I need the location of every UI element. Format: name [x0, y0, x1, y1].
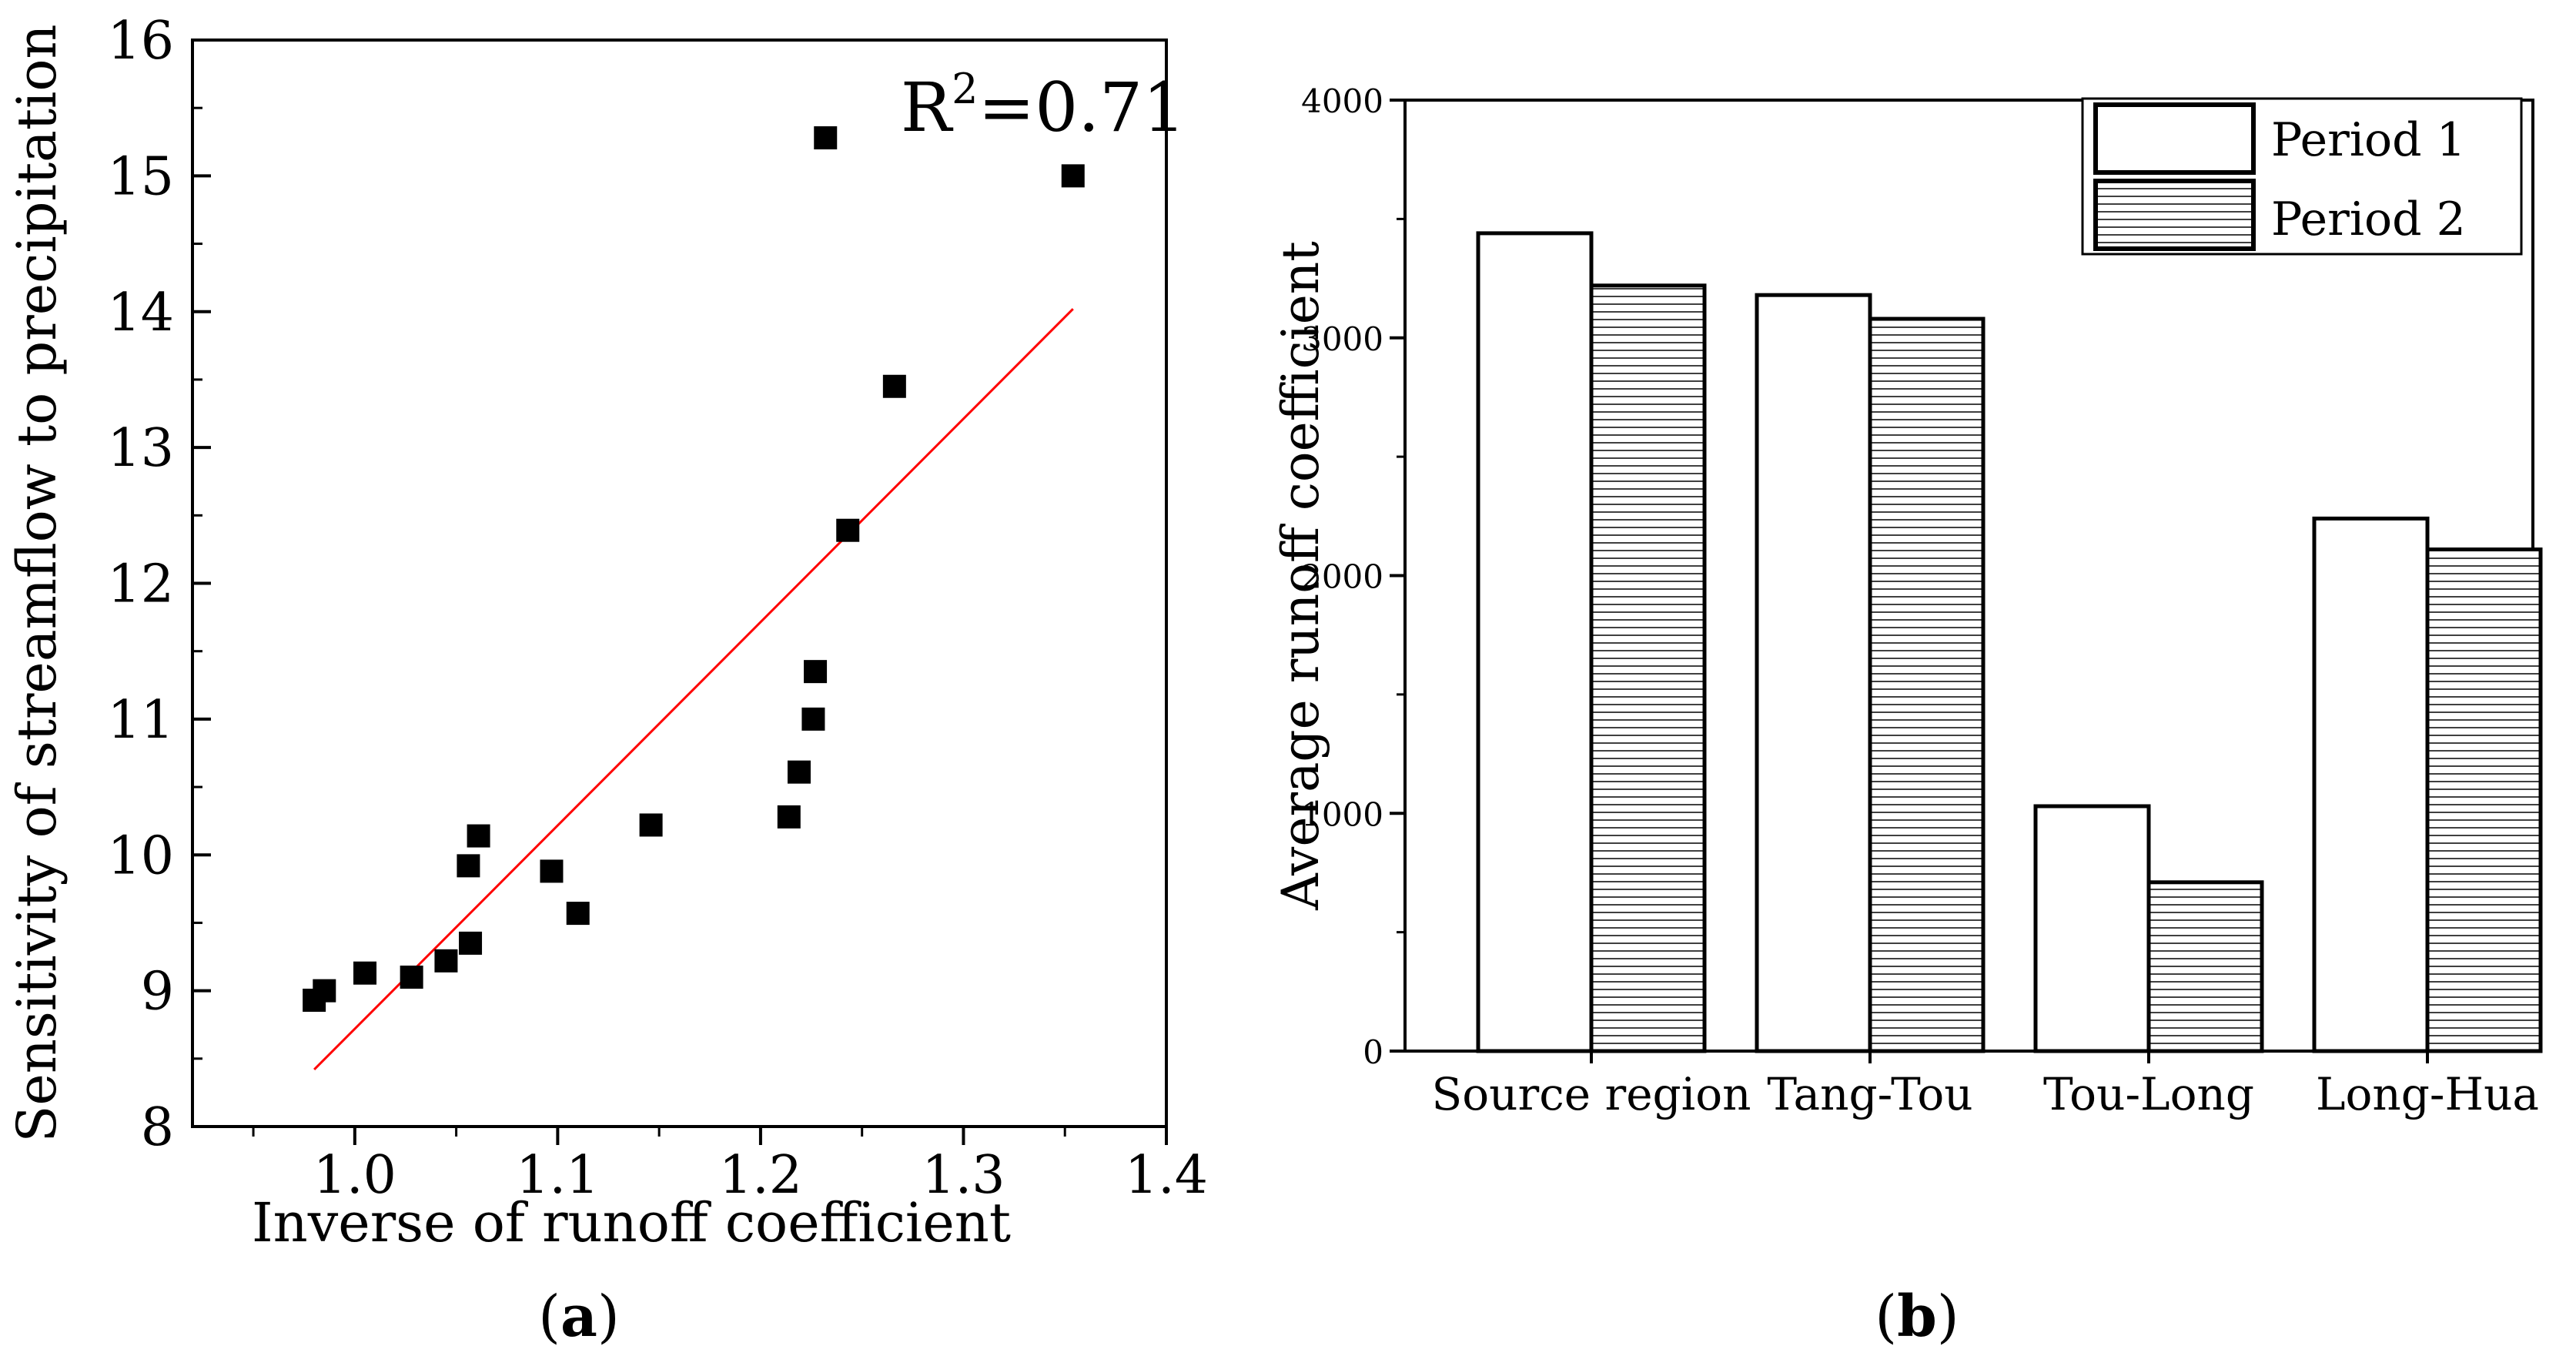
panel-a-y-axis-label: Sensitivity of streamflow to precipitati…	[5, 24, 69, 1142]
y-tick-label: 1000	[1301, 795, 1383, 833]
data-point	[801, 707, 825, 731]
y-tick-label: 10	[107, 825, 174, 886]
panel-a-x-ticks: 1.0 1.1 1.2 1.3 1.4	[252, 1127, 1208, 1206]
bar-period-2	[2146, 880, 2264, 1053]
data-point	[639, 813, 663, 837]
data-point	[353, 961, 377, 985]
data-point	[787, 760, 811, 784]
panel-b-bar-chart: 0 1000 2000 3000 4000 Source region Tang-Tou T…	[1271, 82, 2543, 1350]
panel-a-axes-frame	[191, 39, 1168, 1128]
data-point	[400, 965, 423, 989]
legend-swatch-period-2	[2093, 179, 2256, 251]
x-tick-label: Tou-Long	[2043, 1068, 2254, 1120]
y-tick-label: 9	[141, 962, 174, 1023]
y-tick-label: 13	[107, 418, 174, 479]
panel-a-y-ticks: 8 9 10 11 12 13 14 15 16	[107, 11, 211, 1158]
panel-b-legend: Period 1 Period 2	[2081, 97, 2523, 256]
panel-b-caption-letter: b	[1897, 1284, 1937, 1350]
data-point	[434, 949, 458, 973]
y-tick-label: 0	[1363, 1033, 1383, 1071]
x-tick-label: 1.4	[1125, 1145, 1208, 1206]
panel-b-y-axis-label: Average runoff coefficient	[1271, 241, 1330, 911]
data-point	[882, 374, 906, 398]
panel-a-x-axis-label: Inverse of runoff coefficient	[252, 1191, 1011, 1254]
y-tick-label: 4000	[1301, 82, 1383, 120]
data-point	[804, 660, 828, 684]
legend-label-period-2: Period 2	[2271, 193, 2466, 246]
x-tick-label: Long-Hua	[2316, 1068, 2539, 1120]
y-tick-label: 8	[141, 1097, 174, 1158]
data-point	[777, 805, 801, 829]
panel-b-caption: (b)	[1875, 1284, 1959, 1350]
y-tick-label: 3000	[1301, 320, 1383, 358]
bar-period-1	[2033, 804, 2151, 1053]
panel-b-y-ticks: 0 1000 2000 3000 4000	[1301, 82, 1405, 1071]
panel-a-caption-letter: a	[560, 1284, 597, 1350]
panel-a-scatter-chart: 8 9 10 11 12 13 14 15 16 1.0 1.1 1.2 1.3 1.4 R2=0.71…	[5, 11, 1208, 1350]
legend-swatch-period-1	[2093, 102, 2256, 175]
y-tick-label: 14	[107, 283, 174, 343]
y-tick-label: 12	[107, 554, 174, 615]
x-tick-label: Tang-Tou	[1767, 1068, 1972, 1120]
panel-b-bars	[1476, 231, 2543, 1053]
bar-period-2	[1589, 283, 1707, 1053]
data-point	[540, 859, 564, 883]
data-point	[467, 824, 490, 848]
y-tick-label: 2000	[1301, 558, 1383, 596]
x-tick-label: 1.2	[719, 1145, 802, 1206]
x-tick-label: 1.0	[313, 1145, 396, 1206]
data-point	[459, 931, 483, 955]
x-tick-label: 1.1	[516, 1145, 599, 1206]
x-tick-label: 1.3	[922, 1145, 1005, 1206]
bar-period-1	[1476, 231, 1594, 1053]
y-tick-label: 15	[107, 146, 174, 207]
y-tick-label: 11	[107, 690, 174, 751]
bar-period-2	[1868, 316, 1986, 1053]
data-point	[1061, 164, 1085, 188]
regression-line	[313, 308, 1074, 1070]
panel-b-x-ticks: Source region Tang-Tou Tou-Long Long-Hua	[1432, 1051, 2539, 1120]
r-squared-value: =0.71	[978, 68, 1186, 147]
data-point	[566, 902, 590, 926]
r-squared-base: R	[901, 68, 954, 147]
data-point	[836, 518, 860, 542]
bar-period-1	[1755, 293, 1872, 1053]
r-squared-annotation: R2=0.71	[901, 65, 1186, 147]
r-squared-superscript: 2	[952, 65, 978, 113]
data-point	[814, 126, 838, 149]
bar-period-1	[2312, 516, 2430, 1053]
data-point	[457, 854, 480, 878]
bar-period-2	[2425, 547, 2543, 1053]
data-point	[313, 979, 336, 1003]
y-tick-label: 16	[107, 11, 174, 72]
panel-a-points	[303, 126, 1085, 1012]
x-tick-label: Source region	[1432, 1068, 1751, 1120]
panel-a-caption: (a)	[538, 1284, 620, 1350]
legend-label-period-1: Period 1	[2271, 113, 2466, 167]
